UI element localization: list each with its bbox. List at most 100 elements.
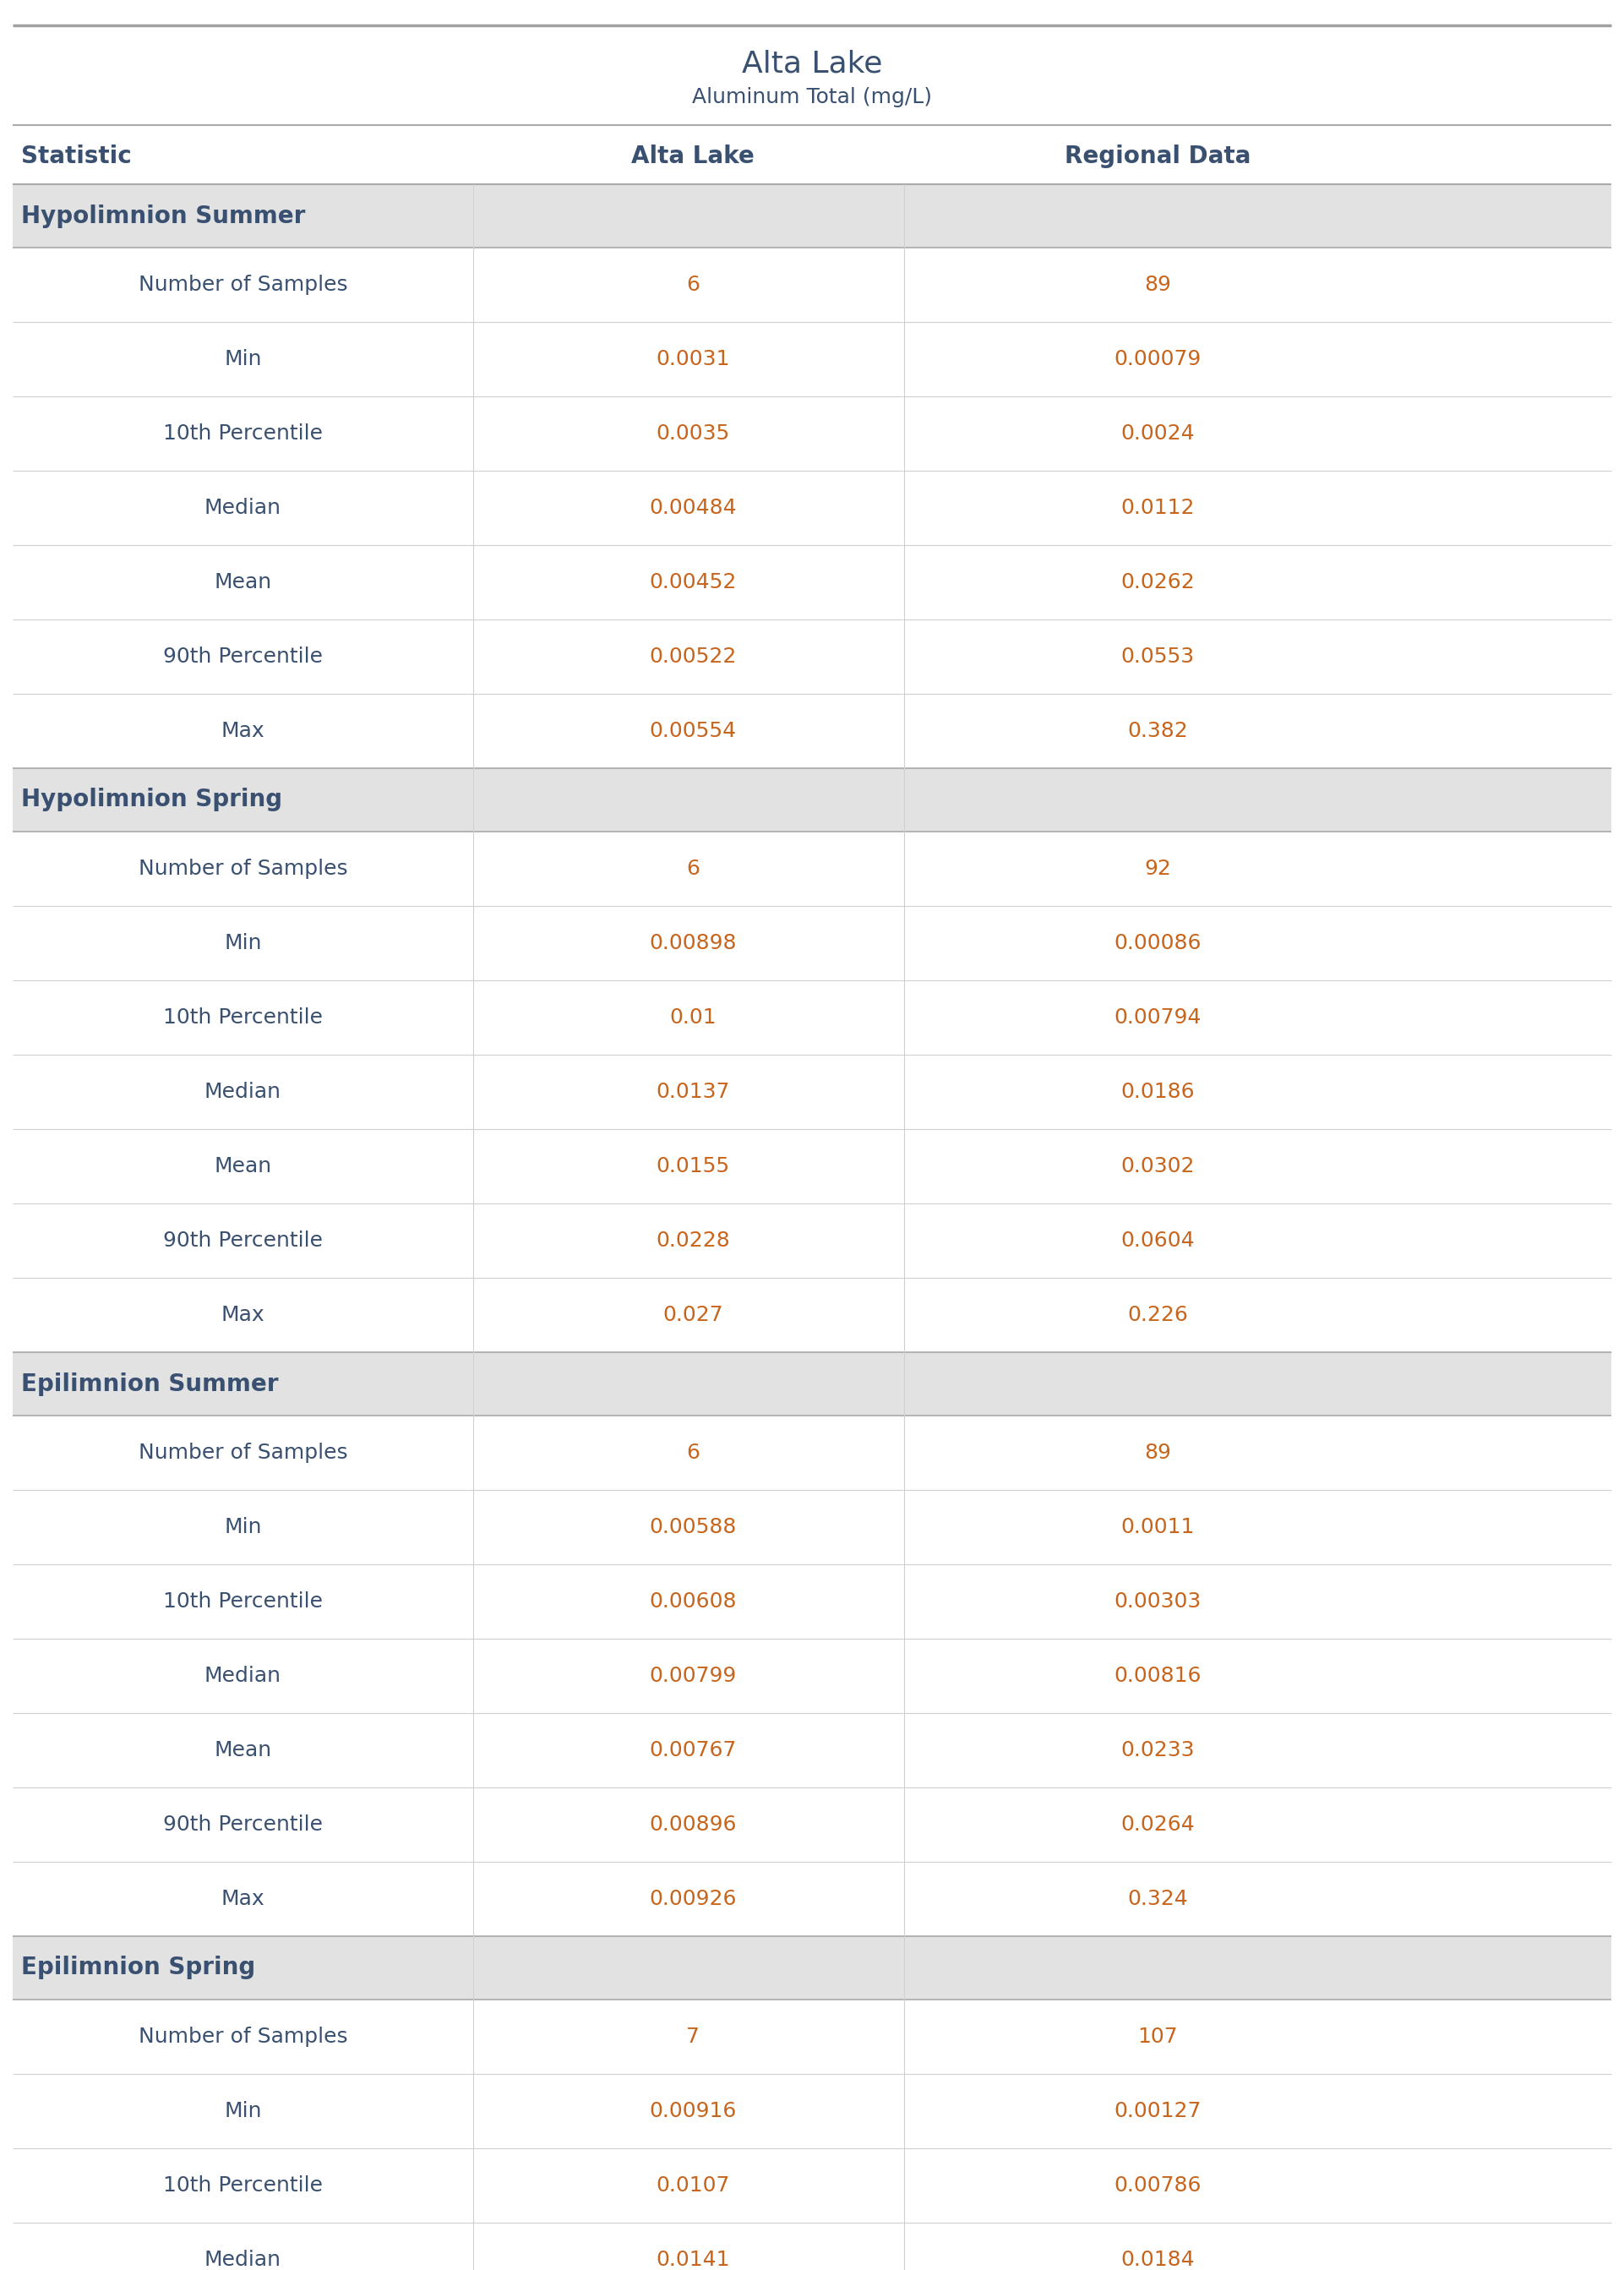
Text: Hypolimnion Spring: Hypolimnion Spring (21, 788, 283, 813)
Text: 0.027: 0.027 (663, 1305, 723, 1326)
Text: 0.0184: 0.0184 (1121, 2250, 1195, 2270)
Bar (13, 470, 1611, 545)
Text: Max: Max (221, 1889, 265, 1909)
Bar (13, 620, 1611, 695)
Text: 0.00303: 0.00303 (1114, 1591, 1202, 1612)
Text: Number of Samples: Number of Samples (138, 1444, 348, 1462)
Bar (13, 2222, 1611, 2270)
Text: 6: 6 (685, 1444, 700, 1462)
Text: 0.0011: 0.0011 (1121, 1516, 1195, 1537)
Bar (13, 322, 1611, 397)
Text: 0.0233: 0.0233 (1121, 1741, 1195, 1762)
Text: 0.0035: 0.0035 (656, 424, 729, 443)
Text: Min: Min (224, 933, 261, 953)
Text: Regional Data: Regional Data (1064, 145, 1250, 168)
Text: 0.0107: 0.0107 (656, 2175, 729, 2195)
Text: Mean: Mean (214, 1155, 271, 1176)
Text: 0.00786: 0.00786 (1114, 2175, 1202, 2195)
Text: Median: Median (205, 1083, 281, 1101)
Text: 0.00522: 0.00522 (650, 647, 737, 667)
Text: 6: 6 (685, 858, 700, 878)
Text: 0.00588: 0.00588 (650, 1516, 737, 1537)
Text: 0.01: 0.01 (669, 1008, 716, 1028)
Text: Min: Min (224, 2102, 261, 2120)
Bar (13, 1861, 1611, 1936)
Text: 0.0228: 0.0228 (656, 1230, 729, 1251)
Text: 107: 107 (1137, 2027, 1177, 2048)
Text: 0.0264: 0.0264 (1121, 1814, 1195, 1834)
Text: 0.00926: 0.00926 (650, 1889, 737, 1909)
Text: 0.324: 0.324 (1127, 1889, 1187, 1909)
Bar (13, 906, 1611, 981)
Text: Median: Median (205, 497, 281, 518)
Bar (13, 695, 1611, 767)
Text: 0.0155: 0.0155 (656, 1155, 729, 1176)
Text: Median: Median (205, 2250, 281, 2270)
Text: 0.226: 0.226 (1127, 1305, 1187, 1326)
Text: Alta Lake: Alta Lake (742, 50, 882, 77)
Bar (13, 1203, 1611, 1278)
Text: Hypolimnion Summer: Hypolimnion Summer (21, 204, 305, 227)
Bar (13, 184, 1611, 247)
Text: 0.00484: 0.00484 (650, 497, 737, 518)
Bar (13, 1564, 1611, 1639)
Bar (13, 1936, 1611, 2000)
Text: 0.0553: 0.0553 (1121, 647, 1194, 667)
Text: Min: Min (224, 1516, 261, 1537)
Text: 0.0137: 0.0137 (656, 1083, 729, 1101)
Text: 10th Percentile: 10th Percentile (162, 1008, 323, 1028)
Text: 0.00898: 0.00898 (650, 933, 737, 953)
Bar (13, 545, 1611, 620)
Text: 0.00452: 0.00452 (650, 572, 737, 592)
Bar (13, 247, 1611, 322)
Text: 0.00608: 0.00608 (650, 1591, 737, 1612)
Text: 92: 92 (1145, 858, 1171, 878)
Text: 0.00127: 0.00127 (1114, 2102, 1202, 2120)
Text: 90th Percentile: 90th Percentile (162, 1814, 323, 1834)
Text: 0.00554: 0.00554 (650, 722, 736, 742)
Text: 0.00794: 0.00794 (1114, 1008, 1202, 1028)
Text: 6: 6 (685, 275, 700, 295)
Bar (13, 397, 1611, 470)
Text: 0.00799: 0.00799 (650, 1666, 736, 1687)
Bar (13, 1278, 1611, 1353)
Bar (13, 2000, 1611, 2075)
Bar (13, 2075, 1611, 2147)
Text: 10th Percentile: 10th Percentile (162, 2175, 323, 2195)
Bar (13, 1056, 1611, 1128)
Text: Statistic: Statistic (21, 145, 132, 168)
Text: Number of Samples: Number of Samples (138, 858, 348, 878)
Text: 0.0262: 0.0262 (1121, 572, 1195, 592)
Bar (13, 1639, 1611, 1714)
Bar (13, 2147, 1611, 2222)
Bar (13, 1489, 1611, 1564)
Text: 10th Percentile: 10th Percentile (162, 1591, 323, 1612)
Text: 0.0112: 0.0112 (1121, 497, 1195, 518)
Text: 0.0024: 0.0024 (1121, 424, 1195, 443)
Text: 0.00767: 0.00767 (650, 1741, 737, 1762)
Text: 0.00896: 0.00896 (650, 1814, 737, 1834)
Text: 0.00816: 0.00816 (1114, 1666, 1202, 1687)
Text: Epilimnion Spring: Epilimnion Spring (21, 1957, 255, 1979)
Text: 0.0141: 0.0141 (656, 2250, 729, 2270)
Text: 0.00086: 0.00086 (1114, 933, 1202, 953)
Text: Number of Samples: Number of Samples (138, 275, 348, 295)
Text: Mean: Mean (214, 1741, 271, 1762)
Text: 89: 89 (1145, 1444, 1171, 1462)
Bar (13, 1786, 1611, 1861)
Text: 7: 7 (687, 2027, 700, 2048)
Text: 90th Percentile: 90th Percentile (162, 1230, 323, 1251)
Bar (13, 1128, 1611, 1203)
Text: 0.0031: 0.0031 (656, 350, 729, 370)
Text: 0.0186: 0.0186 (1121, 1083, 1195, 1101)
Text: 90th Percentile: 90th Percentile (162, 647, 323, 667)
Text: 0.382: 0.382 (1127, 722, 1187, 742)
Text: 89: 89 (1145, 275, 1171, 295)
Text: 0.0302: 0.0302 (1121, 1155, 1195, 1176)
Bar (13, 1416, 1611, 1489)
Text: Max: Max (221, 1305, 265, 1326)
Text: Median: Median (205, 1666, 281, 1687)
Text: Number of Samples: Number of Samples (138, 2027, 348, 2048)
Bar (13, 981, 1611, 1056)
Bar (13, 1353, 1611, 1416)
